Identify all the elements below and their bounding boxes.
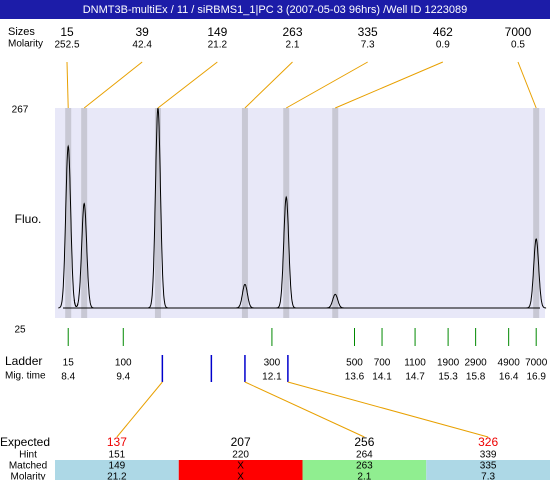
hint: 151: [109, 450, 126, 461]
peak-link: [157, 61, 218, 109]
expected-row-label: Expected: [0, 435, 50, 449]
ladder-time: 14.7: [405, 372, 425, 383]
ladder-time-label: Mig. time: [5, 371, 46, 382]
peak-size: 149: [207, 25, 227, 39]
peak-link: [66, 61, 69, 109]
match-band: [302, 460, 427, 480]
match-band: [55, 460, 179, 480]
peak-band: [283, 108, 290, 318]
peak-molarity: 0.5: [511, 40, 525, 51]
ladder-size: 15: [63, 358, 75, 369]
peak-size: 15: [60, 25, 74, 39]
peak-molarity: 0.9: [436, 40, 450, 51]
peak-band: [81, 108, 88, 318]
ladder-size: 300: [264, 358, 281, 369]
peak-molarity: 252.5: [54, 40, 79, 51]
trace-peak: [235, 283, 255, 309]
peak-band: [154, 108, 161, 318]
ladder-time: 13.6: [345, 372, 365, 383]
peak-band: [533, 108, 540, 318]
matched-molarity: 2.1: [357, 472, 371, 480]
y-axis-label: Fluo.: [15, 212, 42, 226]
expected-size: 137: [107, 435, 127, 449]
peak-link: [244, 61, 293, 109]
peak-molarity: 42.4: [132, 40, 152, 51]
expected-link: [244, 381, 365, 438]
title-bar: [0, 0, 550, 19]
y-tick-label: 25: [14, 325, 26, 336]
ladder-time: 16.9: [526, 372, 546, 383]
peak-size: 39: [135, 25, 149, 39]
hint: 339: [480, 450, 497, 461]
peak-band: [332, 108, 339, 318]
ladder-time: 15.3: [438, 372, 458, 383]
expected-row-label: Hint: [19, 450, 37, 461]
peak-size: 263: [282, 25, 302, 39]
y-tick-label: 267: [12, 105, 29, 116]
peak-link: [517, 61, 537, 109]
expected-row-label: Matched: [9, 461, 47, 472]
matched-molarity: X: [237, 472, 244, 480]
trace-peak: [276, 195, 296, 309]
row-label: Molarity: [8, 39, 43, 50]
peak-size: 7000: [505, 25, 532, 39]
matched-molarity: 7.3: [481, 472, 495, 480]
expected-size: 326: [478, 435, 498, 449]
matched: 149: [109, 461, 126, 472]
peak-molarity: 2.1: [286, 40, 300, 51]
peak-link: [285, 61, 368, 109]
expected-size: 256: [354, 435, 374, 449]
expected-link: [116, 381, 163, 438]
expected-link: [287, 381, 489, 438]
matched: X: [237, 461, 244, 472]
peak-link: [335, 61, 444, 109]
hint: 220: [232, 450, 249, 461]
peak-molarity: 7.3: [361, 40, 375, 51]
ladder-size: 700: [374, 358, 391, 369]
trace-peak: [148, 107, 168, 309]
expected-row-label: Molarity: [10, 472, 45, 480]
ladder-time: 12.1: [262, 372, 282, 383]
expected-size: 207: [231, 435, 251, 449]
ladder-time: 9.4: [116, 372, 130, 383]
ladder-time: 16.4: [499, 372, 519, 383]
plot-area: [55, 108, 545, 318]
row-label: Sizes: [8, 26, 35, 38]
trace-peak: [526, 238, 547, 309]
matched: 263: [356, 461, 373, 472]
ladder-size: 1100: [404, 358, 426, 369]
match-band: [426, 460, 550, 480]
matched: 335: [480, 461, 497, 472]
peak-molarity: 21.2: [208, 40, 228, 51]
ladder-size: 500: [346, 358, 363, 369]
peak-band: [241, 108, 248, 318]
ladder-size: 1900: [437, 358, 460, 369]
peak-link: [83, 61, 143, 109]
peak-size: 462: [433, 25, 453, 39]
peak-size: 335: [358, 25, 378, 39]
ladder-time: 8.4: [61, 372, 75, 383]
ladder-time: 14.1: [372, 372, 392, 383]
trace-peak: [325, 293, 345, 309]
trace-peak: [73, 202, 94, 309]
ladder-size: 7000: [525, 358, 548, 369]
match-band: [178, 460, 303, 480]
ladder-size: 2900: [465, 358, 488, 369]
ladder-time: 15.8: [466, 372, 486, 383]
hint: 264: [356, 450, 373, 461]
peak-band: [65, 108, 72, 318]
matched-molarity: 21.2: [107, 472, 127, 480]
ladder-label: Ladder: [5, 354, 42, 368]
ladder-size: 4900: [498, 358, 521, 369]
ladder-size: 100: [115, 358, 132, 369]
title: DNMT3B-multiEx / 11 / siRBMS1_1|PC 3 (20…: [83, 4, 468, 16]
